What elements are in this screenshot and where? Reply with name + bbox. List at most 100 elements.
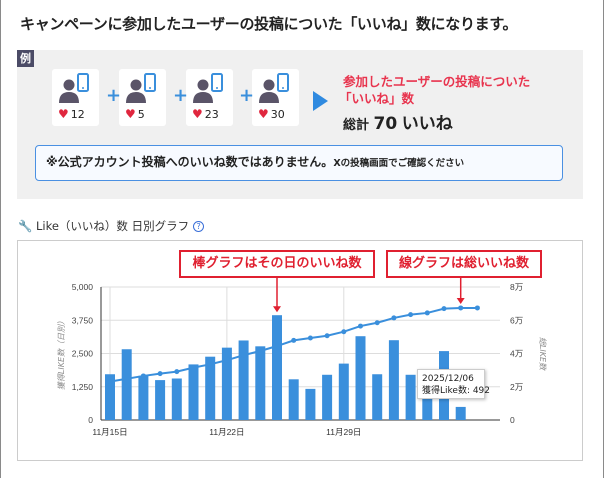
user-phone-icon [193,73,223,103]
total-prefix: 総計 [343,118,370,133]
bar [322,374,333,420]
result-label-line1: 参加したユーザーの投稿についた [343,74,531,89]
tooltip-value: 獲得Like数: 492 [422,386,491,396]
arrow-right-icon [313,91,328,111]
like-count: ♥ 30 [258,107,285,121]
x-tick-label: 11月15日 [92,427,127,437]
line-point [474,305,480,311]
bar [138,375,149,420]
result-label-line2: 「いいね」数 [339,91,415,106]
y-tick-left: 2,500 [72,349,94,359]
notice-box: ※公式アカウント投稿へのいいね数ではありません。Xの投稿画面でご確認ください [35,145,563,181]
bar [355,336,366,420]
bar [155,380,166,420]
line-point [341,329,347,335]
wrench-icon: 🔧 [18,219,33,233]
bar [188,364,199,420]
bar [405,374,416,420]
bar [238,340,249,420]
y-tick-right: 8万 [510,282,523,292]
chart-title: Like（いいね）数 日別グラフ [35,219,190,233]
line-point [107,379,113,385]
line-point [157,371,163,377]
notice-main: ※公式アカウント投稿へのいいね数ではありません。 [46,155,334,169]
like-count: ♥ 12 [58,107,85,121]
bar [121,349,132,420]
heart-icon: ♥ [192,107,203,121]
y-tick-left: 1,250 [72,382,94,392]
line-point [358,323,363,329]
page-title: キャンペーンに参加したユーザーの投稿についた「いいね」数になります。 [20,15,518,33]
bar [455,406,466,420]
bar [372,374,383,420]
line-point [307,335,313,341]
chart-tooltip: 2025/12/06 獲得Like数: 492 [417,369,491,399]
arrowhead-icon [273,306,281,313]
line-point [241,352,247,358]
heart-icon: ♥ [58,107,69,121]
like-count: ♥ 23 [192,107,219,121]
y-tick-right: 4万 [510,349,523,359]
bar [422,388,433,420]
y-tick-right: 6万 [510,315,523,325]
y-tick-left: 0 [88,415,93,425]
y-axis-label-left: 獲得LIKE数（日別） [57,317,66,390]
bar [272,315,282,420]
user-card: ♥ 30 [252,69,299,126]
user-card: ♥ 5 [119,69,166,126]
total-value: 70 [373,114,398,134]
y-axis-label-right: 総LIKE数 [538,337,547,371]
help-icon[interactable]: ? [193,221,205,232]
line-point [291,337,297,343]
bar [305,388,316,420]
x-tick-label: 11月22日 [209,427,244,437]
y-tick-left: 5,000 [72,282,94,292]
bar [388,340,399,420]
total-likes: 総計 70 いいね [343,109,453,134]
bar [221,347,232,420]
bar-annotation: 棒グラフはその日のいいね数 [179,250,375,278]
line-point [458,305,464,311]
example-box: 例 ♥ 12 ♥ 5 ♥ 23 ♥ 30 + + + 参加したユーザーの投稿についた 「いいね… [17,50,583,199]
line-point [441,306,447,312]
line-point [424,310,430,316]
line-point [140,373,146,379]
plus-sign: + [239,85,255,106]
user-phone-icon [59,73,89,103]
x-tick-label: 11月29日 [326,427,361,437]
bar [205,356,216,420]
example-tag: 例 [17,50,34,67]
line-annotation: 線グラフは総いいね数 [386,250,542,278]
chart-svg: 0 0 1,250 2万 2,500 4万 3,750 6万 5,000 8万 11月15日 11月2… [57,278,547,437]
line-point [174,369,180,375]
plus-sign: + [173,85,189,106]
line-point [257,348,263,354]
user-card: ♥ 12 [52,69,99,126]
bar [288,379,299,420]
total-suffix: いいね [401,114,453,134]
line-point [408,312,414,318]
y-tick-right: 2万 [510,382,523,392]
like-count: ♥ 5 [125,107,145,121]
user-card: ♥ 23 [186,69,233,126]
plus-sign: + [106,85,122,106]
chart-panel: 0 0 1,250 2万 2,500 4万 3,750 6万 5,000 8万 11月15日 11月2… [17,240,583,461]
heart-icon: ♥ [258,107,269,121]
line-point [374,320,380,326]
tooltip-date: 2025/12/06 [422,374,474,384]
notice-sub: Xの投稿画面でご確認ください [333,158,465,169]
line-point [191,365,196,371]
y-tick-right: 0 [510,415,515,425]
bar [255,346,266,420]
bar [171,378,182,420]
line-point [207,361,213,367]
arrowhead-icon [456,297,465,304]
y-tick-left: 3,750 [72,315,94,325]
user-phone-icon [126,73,156,103]
line-point [274,343,280,349]
line-point [224,357,230,363]
line-point [324,333,330,339]
bar [105,374,115,420]
bar [338,363,349,420]
chart-header: 🔧 Like（いいね）数 日別グラフ? [18,218,205,234]
